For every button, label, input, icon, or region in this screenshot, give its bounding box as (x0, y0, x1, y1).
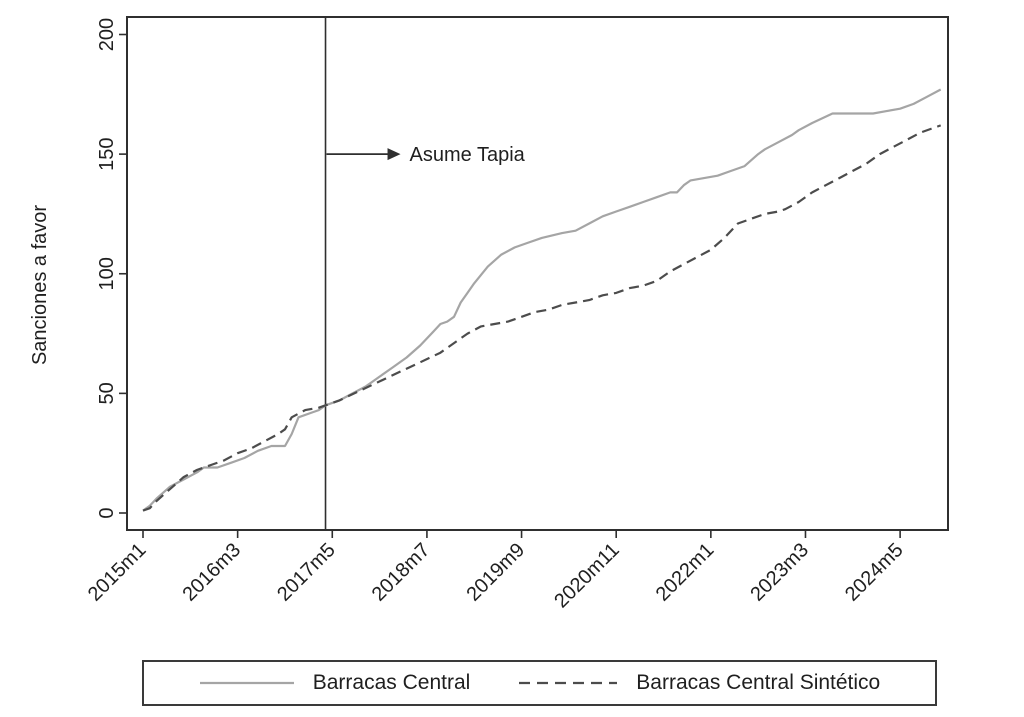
y-axis-title: Sanciones a favor (29, 205, 51, 365)
x-tick-label: 2015m1 (84, 539, 151, 606)
y-tick-label: 0 (96, 507, 118, 518)
x-tick-label: 2023m3 (746, 539, 813, 606)
y-tick-label: 150 (96, 137, 118, 170)
y-tick-label: 100 (96, 257, 118, 290)
legend-label-sintetico: Barracas Central Sintético (636, 671, 881, 694)
x-tick-label: 2016m3 (179, 539, 246, 606)
annotation: Asume Tapia (326, 144, 526, 166)
series-barracas-central (142, 88, 942, 512)
x-tick-label: 2017m5 (273, 539, 340, 606)
dashed-line-swatch (519, 681, 618, 685)
x-tick-label: 2022m1 (652, 539, 719, 606)
solid-line-swatch (199, 681, 294, 685)
x-tick-label: 2019m9 (462, 539, 529, 606)
x-tick-label: 2024m5 (841, 539, 908, 606)
legend-item-barracas-central: Barracas Central (199, 671, 471, 695)
legend: Barracas Central Barracas Central Sintét… (142, 660, 937, 706)
y-axis: 0 50 100 150 200 (96, 18, 127, 519)
legend-item-sintetico: Barracas Central Sintético (518, 671, 880, 695)
legend-label-barracas-central: Barracas Central (312, 671, 471, 694)
y-tick-label: 200 (96, 18, 118, 51)
y-tick-label: 50 (96, 382, 118, 404)
x-axis: 2015m1 2016m3 2017m5 2018m7 2019m9 2020m11 202… (84, 530, 908, 612)
annotation-arrowhead (387, 148, 401, 161)
series-sintetico (142, 124, 942, 512)
x-tick-label: 2018m7 (368, 539, 435, 606)
x-tick-label: 2020m11 (550, 539, 623, 612)
plot-border (126, 16, 949, 531)
line-chart-canvas: 0 50 100 150 200 Sanciones a favor 2015m1 2016m… (29, 16, 949, 612)
annotation-text: Asume Tapia (410, 144, 526, 166)
